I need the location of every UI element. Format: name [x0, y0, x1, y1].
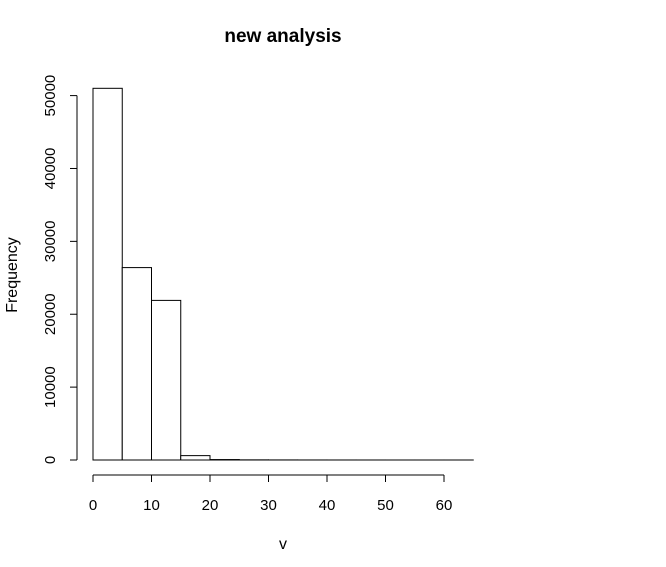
histogram-bar [92, 87, 123, 461]
histogram-bar [180, 455, 211, 461]
y-tick-label: 0 [42, 456, 59, 464]
y-tick-label: 10000 [42, 366, 59, 408]
y-tick-label: 30000 [42, 221, 59, 263]
x-tick-label: 40 [319, 497, 336, 514]
x-tick-label: 0 [89, 497, 97, 514]
histogram-bar [151, 299, 182, 461]
y-axis: 0 10000 20000 30000 40000 50000 [42, 75, 78, 464]
x-tick-label: 10 [143, 497, 160, 514]
chart-title: new analysis [224, 26, 341, 47]
x-axis: 0 10 20 30 40 50 60 [89, 474, 453, 514]
y-axis-label: Frequency [4, 237, 21, 313]
x-tick-label: 60 [436, 497, 453, 514]
histogram-bar [121, 267, 152, 461]
x-axis-label: v [279, 536, 287, 553]
bars-group [92, 87, 474, 461]
y-tick-label: 20000 [42, 293, 59, 335]
y-tick-label: 50000 [42, 75, 59, 117]
x-tick-label: 50 [377, 497, 394, 514]
y-tick-label: 40000 [42, 148, 59, 190]
x-tick-label: 20 [202, 497, 219, 514]
x-tick-label: 30 [260, 497, 277, 514]
